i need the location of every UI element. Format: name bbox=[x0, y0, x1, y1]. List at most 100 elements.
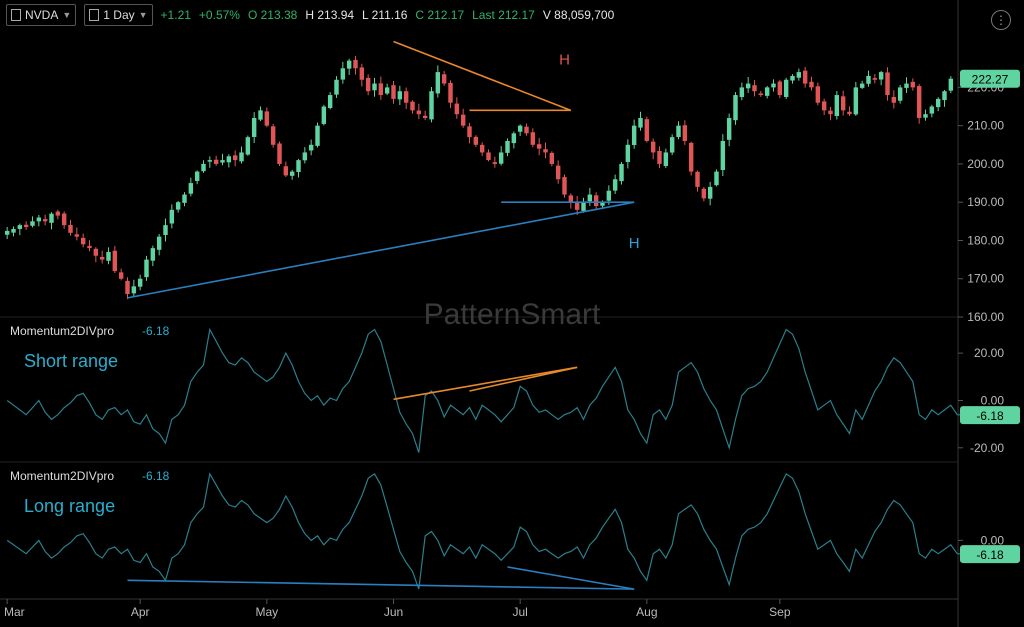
candle bbox=[923, 114, 928, 118]
y-tick-label: 190.00 bbox=[967, 195, 1004, 209]
candle bbox=[207, 160, 213, 162]
candle bbox=[61, 213, 67, 226]
y-tick-label: 20.00 bbox=[974, 346, 1004, 360]
candle bbox=[169, 209, 175, 224]
candle bbox=[258, 110, 263, 120]
x-tick-label: Jun bbox=[384, 605, 403, 619]
symbol-label: NVDA bbox=[25, 8, 59, 22]
candle bbox=[809, 81, 814, 88]
candle bbox=[758, 93, 764, 96]
candle bbox=[802, 70, 808, 84]
interval-label: 1 Day bbox=[103, 8, 135, 22]
close-value: C 212.17 bbox=[415, 8, 465, 22]
annotation-label: H bbox=[559, 51, 570, 68]
oscillator-line bbox=[6, 327, 964, 453]
candle bbox=[188, 183, 194, 194]
y-tick-label: 170.00 bbox=[967, 272, 1004, 286]
chevron-down-icon: ▼ bbox=[138, 10, 148, 20]
candle bbox=[543, 149, 548, 153]
candle bbox=[353, 59, 358, 69]
candle bbox=[403, 91, 409, 103]
candle bbox=[771, 83, 776, 88]
indicator-value: -6.18 bbox=[142, 469, 170, 483]
last-price-tag bbox=[960, 69, 1020, 88]
candle bbox=[733, 95, 738, 121]
toolbar: NVDA ▼ 1 Day ▼ +1.21 +0.57% O 213.38 H 2… bbox=[0, 0, 966, 30]
last-price-label: 222.27 bbox=[972, 73, 1009, 87]
candle bbox=[530, 132, 536, 145]
candle bbox=[726, 118, 732, 140]
candle bbox=[232, 155, 238, 161]
x-tick-label: Sep bbox=[769, 605, 791, 619]
candle bbox=[505, 140, 510, 153]
candle bbox=[397, 91, 403, 100]
candle bbox=[486, 152, 491, 161]
candle bbox=[745, 83, 751, 89]
candle bbox=[752, 85, 757, 92]
trendline bbox=[469, 366, 578, 392]
candle bbox=[859, 83, 865, 88]
candle bbox=[441, 74, 447, 84]
candle bbox=[688, 142, 694, 172]
candle bbox=[796, 72, 802, 78]
candle bbox=[125, 280, 130, 295]
last-value: Last 212.17 bbox=[472, 8, 535, 22]
candle bbox=[492, 162, 498, 164]
candle bbox=[764, 87, 770, 96]
candle bbox=[201, 163, 206, 172]
candle bbox=[720, 140, 726, 171]
candle bbox=[625, 144, 631, 162]
candle bbox=[137, 278, 143, 287]
candle bbox=[11, 228, 16, 233]
candle bbox=[872, 78, 878, 80]
candle bbox=[739, 87, 745, 98]
panel-label: Short range bbox=[24, 351, 118, 371]
y-tick-label: -20.00 bbox=[970, 441, 1004, 455]
candle bbox=[68, 224, 73, 233]
candle bbox=[878, 72, 884, 80]
candle bbox=[365, 77, 371, 92]
symbol-selector[interactable]: NVDA ▼ bbox=[6, 4, 77, 26]
candle bbox=[80, 237, 86, 245]
interval-selector[interactable]: 1 Day ▼ bbox=[84, 4, 153, 26]
last-value-label: -6.18 bbox=[976, 409, 1004, 423]
candle bbox=[600, 202, 605, 206]
candle bbox=[163, 225, 168, 235]
indicator-value: -6.18 bbox=[142, 324, 170, 338]
oscillator-line bbox=[6, 472, 964, 590]
candle bbox=[245, 137, 251, 155]
annotation-label: H bbox=[629, 235, 640, 252]
candle bbox=[644, 119, 650, 141]
candle bbox=[30, 221, 35, 226]
candle bbox=[283, 166, 289, 176]
candle bbox=[701, 188, 707, 199]
candle bbox=[460, 114, 466, 126]
candle bbox=[99, 256, 105, 260]
settings-icon[interactable]: ⋮ bbox=[991, 10, 1011, 30]
candle bbox=[676, 125, 681, 138]
candle bbox=[866, 75, 871, 84]
last-value-tag bbox=[960, 406, 1020, 425]
panel-label: Long range bbox=[24, 496, 115, 516]
y-tick-label: 0.00 bbox=[981, 533, 1005, 547]
candle bbox=[942, 91, 947, 101]
candle bbox=[422, 115, 428, 119]
candle bbox=[910, 81, 916, 88]
candle bbox=[650, 141, 656, 153]
candle bbox=[707, 186, 713, 199]
candle bbox=[454, 103, 460, 115]
candle bbox=[213, 159, 219, 164]
candle bbox=[321, 106, 327, 124]
x-tick-label: Jul bbox=[512, 605, 527, 619]
candle bbox=[334, 79, 339, 95]
candle bbox=[435, 72, 441, 94]
candle bbox=[327, 95, 333, 108]
candle bbox=[220, 160, 225, 163]
candle bbox=[606, 190, 612, 201]
candle bbox=[308, 144, 314, 151]
candle bbox=[581, 202, 586, 211]
candle bbox=[631, 125, 637, 146]
candle bbox=[479, 144, 485, 153]
candle bbox=[277, 143, 282, 164]
